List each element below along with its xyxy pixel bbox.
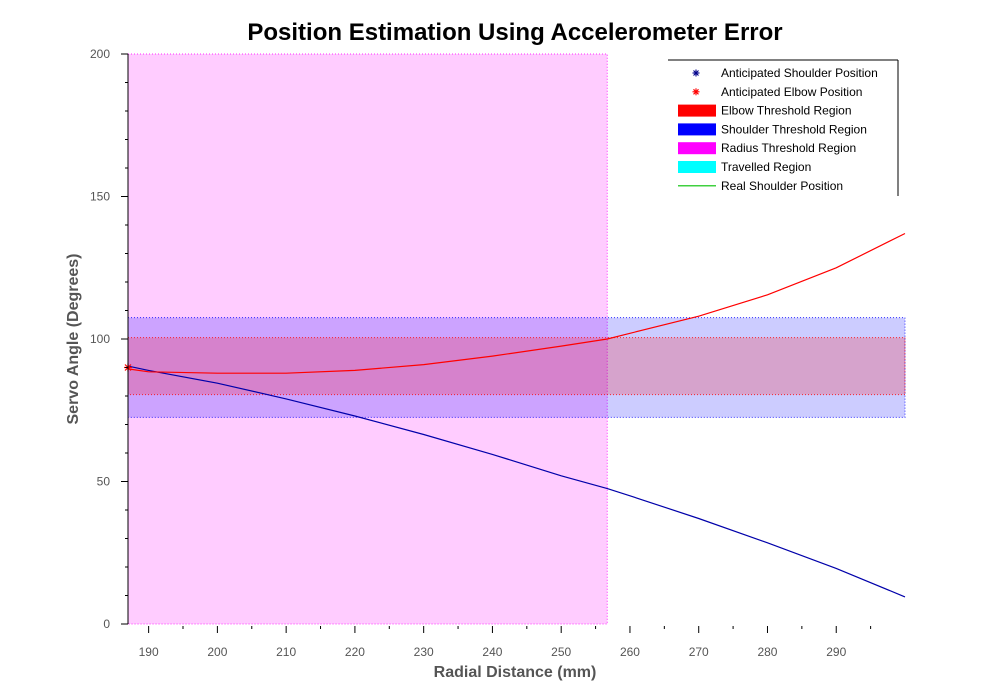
region-shoulder-threshold-region (127, 317, 906, 418)
legend-label: Shoulder Threshold Region (721, 122, 867, 136)
legend-label: Travelled Region (721, 160, 811, 174)
y-tick-label: 200 (90, 47, 110, 61)
x-tick-label: 250 (551, 645, 571, 659)
x-tick-label: 260 (620, 645, 640, 659)
x-tick-label: 200 (207, 645, 227, 659)
x-tick-label: 240 (482, 645, 502, 659)
x-tick-label: 190 (139, 645, 159, 659)
y-tick-label: 100 (90, 332, 110, 346)
x-tick-label: 290 (826, 645, 846, 659)
legend-item: Radius Threshold Region (678, 141, 856, 155)
region-radius-threshold-region (127, 53, 608, 625)
y-tick-label: 50 (97, 475, 111, 489)
y-axis-title: Servo Angle (Degrees) (65, 253, 82, 424)
legend-item: Travelled Region (678, 160, 811, 174)
chart-title: Position Estimation Using Accelerometer … (247, 19, 782, 46)
legend-label: Real Shoulder Position (721, 179, 843, 193)
series-line-elbow (127, 232, 906, 374)
legend-label: Radius Threshold Region (721, 141, 856, 155)
legend-item: Anticipated Shoulder Position (692, 66, 878, 80)
legend-swatch (678, 123, 716, 136)
series-line-shoulder (127, 365, 906, 598)
legend-label: Anticipated Elbow Position (721, 85, 862, 99)
axes: 0 50 100 150 200 190 200 210 220 230 240 250 260 270 2… (90, 47, 872, 659)
legend: Anticipated Shoulder Position Anticipated… (668, 59, 899, 196)
legend-swatch (678, 142, 716, 155)
x-axis-title: Radial Distance (mm) (434, 664, 597, 681)
x-tick-label: 220 (345, 645, 365, 659)
x-tick-label: 270 (689, 645, 709, 659)
legend-item: Anticipated Elbow Position (692, 85, 862, 99)
legend-item: Elbow Threshold Region (678, 104, 852, 118)
x-tick-label: 210 (276, 645, 296, 659)
legend-item: Real Shoulder Position (678, 179, 843, 193)
x-tick-label: 280 (757, 645, 777, 659)
y-tick-label: 150 (90, 190, 110, 204)
legend-item: Shoulder Threshold Region (678, 122, 867, 136)
legend-label: Anticipated Shoulder Position (721, 66, 878, 80)
legend-swatch (678, 104, 716, 117)
legend-swatch (678, 161, 716, 173)
region-elbow-threshold-region (127, 337, 906, 396)
x-tick-label: 230 (414, 645, 434, 659)
legend-label: Elbow Threshold Region (721, 104, 852, 118)
y-tick-label: 0 (103, 617, 110, 631)
threshold-regions (127, 53, 906, 625)
